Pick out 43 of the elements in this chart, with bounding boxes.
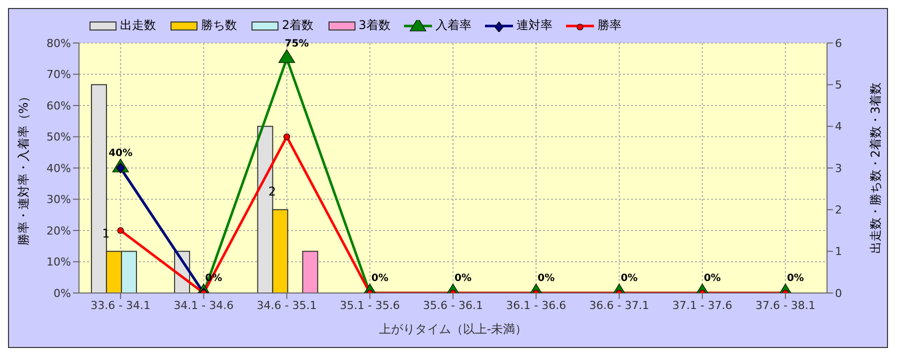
y2-axis-title: 出走数・勝ち数・2着数・3着数 — [868, 82, 882, 254]
legend-label: 勝率 — [597, 17, 622, 34]
y-tick-label: 40% — [46, 162, 71, 175]
legend-label: 出走数 — [120, 17, 156, 34]
x-axis-title: 上がりタイム（以上-未満） — [378, 322, 528, 336]
x-tick-label: 37.6 - 38.1 — [755, 298, 816, 312]
legend-label: 3着数 — [358, 17, 390, 34]
data-label: 40% — [108, 148, 133, 159]
x-tick-label: 34.1 - 34.6 — [174, 298, 234, 312]
data-label: 75% — [284, 38, 309, 50]
data-label: 0% — [538, 273, 555, 284]
y-tick-label: 20% — [46, 224, 71, 238]
data-label: 0% — [786, 273, 804, 284]
x-tick-label: 34.6 - 35.1 — [256, 298, 317, 312]
y-tick-label: 60% — [46, 99, 71, 112]
x-tick-label: 35.1 - 35.6 — [340, 298, 400, 312]
legend-label: 勝ち数 — [201, 17, 237, 34]
legend-label: 入着率 — [435, 17, 472, 34]
x-tick-label: 33.6 - 34.1 — [90, 298, 151, 312]
y2-tick-label: 3 — [835, 162, 842, 175]
x-tick-label: 36.1 - 36.6 — [506, 298, 566, 312]
data-label: 0% — [454, 273, 472, 284]
x-tick-label: 37.1 - 37.6 — [672, 298, 732, 312]
data-label: 0% — [704, 273, 721, 284]
legend-label: 2着数 — [282, 17, 314, 34]
data-label: 0% — [620, 273, 638, 284]
y-tick-label: 30% — [46, 193, 71, 206]
x-tick-label: 35.6 - 36.1 — [423, 298, 483, 312]
y-tick-label: 50% — [46, 130, 71, 144]
data-label: 0% — [371, 273, 388, 284]
y2-tick-label: 5 — [835, 78, 842, 92]
y2-tick-label: 1 — [835, 245, 842, 258]
y2-tick-label: 4 — [835, 120, 842, 134]
y-tick-label: 70% — [46, 68, 71, 82]
y-tick-label: 0% — [54, 286, 71, 300]
x-tick-label: 36.6 - 37.1 — [589, 298, 650, 312]
legend-label: 連対率 — [516, 17, 552, 34]
y2-tick-label: 0 — [835, 286, 842, 300]
y-tick-label: 10% — [46, 256, 71, 269]
y2-tick-label: 2 — [835, 204, 842, 217]
y2-tick-label: 6 — [835, 36, 842, 50]
y-tick-label: 80% — [46, 36, 71, 50]
y-axis-title: 勝率・連対率・入着率（%） — [16, 90, 30, 246]
